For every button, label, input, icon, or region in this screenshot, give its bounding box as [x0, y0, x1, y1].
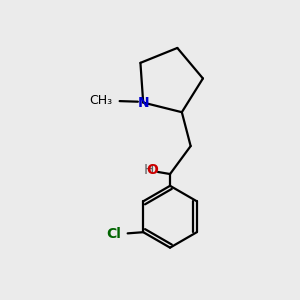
Text: Cl: Cl	[106, 227, 121, 241]
Text: N: N	[137, 96, 149, 110]
Text: O: O	[146, 163, 158, 177]
Text: H: H	[144, 163, 154, 177]
Text: CH₃: CH₃	[89, 94, 112, 107]
